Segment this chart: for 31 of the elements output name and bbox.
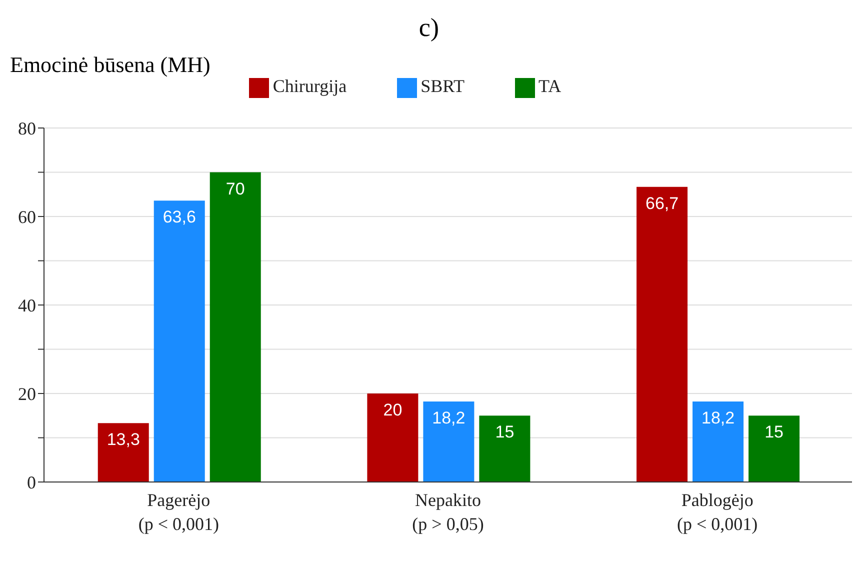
bar xyxy=(748,416,800,482)
y-tick-label: 40 xyxy=(18,295,36,316)
y-tick-label: 20 xyxy=(18,384,36,404)
bar xyxy=(154,200,205,482)
data-label: 15 xyxy=(764,422,784,442)
bar xyxy=(636,186,688,482)
y-tick-label: 0 xyxy=(27,472,36,492)
bar xyxy=(423,401,474,482)
data-label: 18,2 xyxy=(701,408,735,428)
data-label: 13,3 xyxy=(106,430,140,450)
bar xyxy=(367,394,418,482)
bar xyxy=(210,172,261,482)
legend-label: TA xyxy=(538,76,562,96)
x-tick-label: Pagerėjo (p < 0,001) xyxy=(138,490,219,534)
bar xyxy=(98,423,149,482)
x-tick-label: Nepakito (p > 0,05) xyxy=(412,490,484,534)
data-label: 70 xyxy=(226,179,245,198)
bar xyxy=(479,416,530,482)
data-label: 15 xyxy=(495,422,514,442)
y-tick-label: 80 xyxy=(18,118,36,138)
data-label: 20 xyxy=(383,400,402,420)
x-tick-label: Pablogėjo (p < 0,001) xyxy=(677,490,758,534)
legend-label: SBRT xyxy=(420,76,465,96)
bar xyxy=(692,401,744,482)
y-axis-title: Emocinė būsena (MH) xyxy=(10,52,210,77)
chart-title: c) xyxy=(418,12,440,44)
data-label: 66,7 xyxy=(645,194,679,213)
y-tick-label: 60 xyxy=(18,206,36,227)
legend-label: Chirurgija xyxy=(272,76,347,96)
data-label: 63,6 xyxy=(162,208,196,227)
data-label: 18,2 xyxy=(432,408,466,428)
